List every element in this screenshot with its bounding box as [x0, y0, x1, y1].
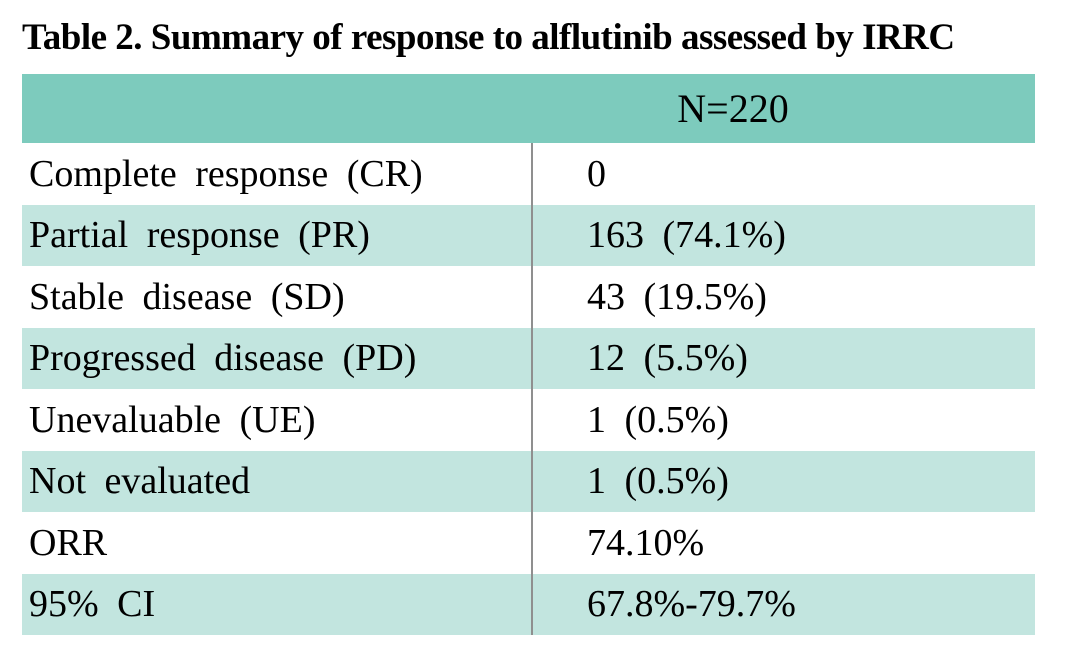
row-value: 74.10%	[531, 512, 1035, 574]
row-label: Not evaluated	[29, 460, 251, 503]
row-value: 163 (74.1%)	[531, 204, 1035, 266]
table-row-not-evaluated: Not evaluated 1 (0.5%)	[22, 450, 1035, 512]
table-row-progressed-disease: Progressed disease (PD) 12 (5.5%)	[22, 327, 1035, 389]
header-empty-cell	[22, 74, 531, 143]
row-label: Partial response (PR)	[29, 214, 370, 257]
row-label: Stable disease (SD)	[29, 275, 345, 318]
table-row-complete-response: Complete response (CR) 0	[22, 143, 1035, 205]
header-n-value: N=220	[677, 86, 789, 131]
row-value: 1 (0.5%)	[531, 389, 1035, 451]
row-label: ORR	[29, 521, 108, 564]
row-label: 95% CI	[29, 583, 156, 626]
row-value: 67.8%-79.7%	[531, 573, 1035, 635]
table-row-partial-response: Partial response (PR) 163 (74.1%)	[22, 204, 1035, 266]
row-value: 0	[531, 143, 1035, 205]
table-header-row: N=220	[22, 74, 1035, 143]
row-value: 43 (19.5%)	[531, 266, 1035, 328]
row-label: Complete response (CR)	[29, 152, 423, 195]
table-row-orr: ORR 74.10%	[22, 512, 1035, 574]
table-title: Table 2. Summary of response to alflutin…	[22, 17, 955, 58]
table-row-95-ci: 95% CI 67.8%-79.7%	[22, 573, 1035, 635]
row-label: Unevaluable (UE)	[29, 398, 316, 441]
response-summary-table: N=220 Complete response (CR) 0 Partial r…	[22, 74, 1035, 635]
row-label: Progressed disease (PD)	[29, 337, 417, 380]
table-row-stable-disease: Stable disease (SD) 43 (19.5%)	[22, 266, 1035, 328]
row-value: 12 (5.5%)	[531, 327, 1035, 389]
row-value: 1 (0.5%)	[531, 450, 1035, 512]
table-row-unevaluable: Unevaluable (UE) 1 (0.5%)	[22, 389, 1035, 451]
